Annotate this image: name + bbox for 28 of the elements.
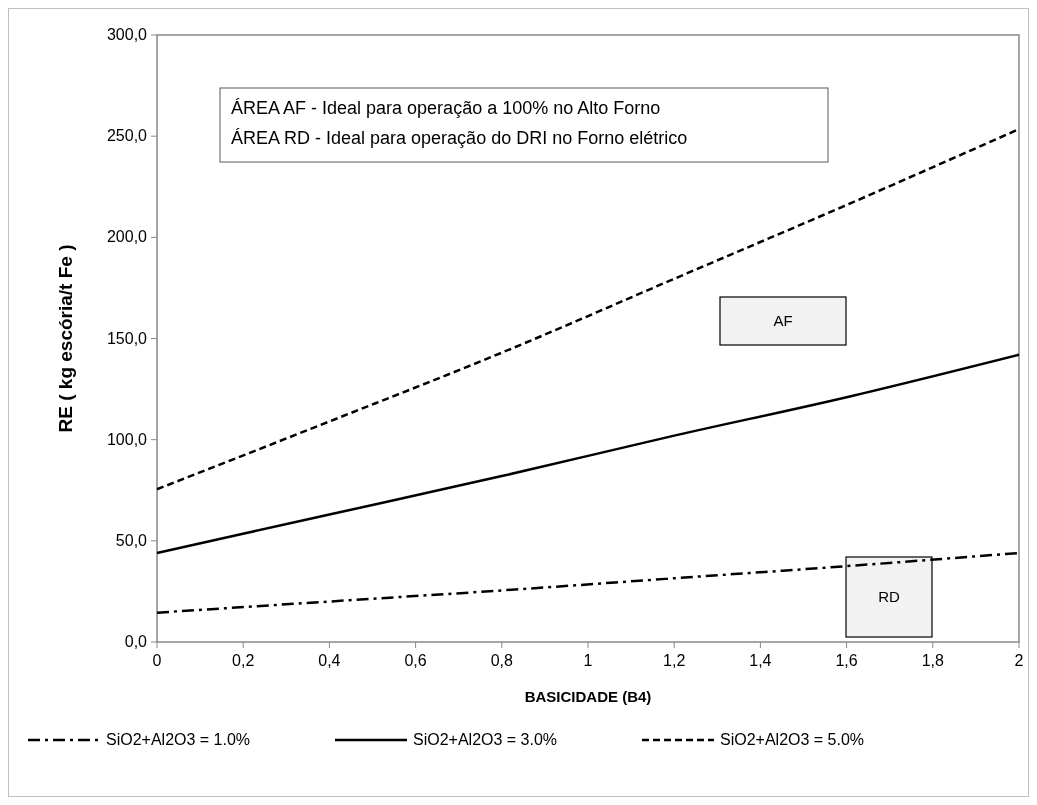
annotation: ÁREA RD - Ideal para operação do DRI no Forno elétrico [231, 128, 688, 148]
x-axis-title: BASICIDADE (B4) [524, 688, 652, 705]
x-tick-label: 1,8 [921, 652, 945, 669]
y-tick-label: 300,0 [106, 26, 148, 43]
y-tick-label: 150,0 [106, 329, 148, 347]
y-tick-label: 100,0 [106, 430, 148, 448]
legend-label: SiO2+Al2O3 = 3.0% [413, 731, 558, 748]
x-tick-label: 0 [152, 652, 162, 669]
x-tick-label: 1,4 [749, 652, 772, 669]
y-axis-title: RE ( kg escória/t Fe ) [55, 244, 76, 433]
x-tick-label: 2 [1014, 652, 1024, 669]
x-tick-label: 1,6 [835, 652, 858, 669]
y-tick-label: 50,0 [115, 531, 148, 549]
line-series [155, 353, 1021, 555]
x-tick-label: 0,8 [490, 652, 514, 669]
annotation: ÁREA AF - Ideal para operação a 100% no Alto Forno [231, 98, 661, 118]
legend-label: SiO2+Al2O3 = 1.0% [106, 731, 251, 748]
legend-label: SiO2+Al2O3 = 5.0% [720, 731, 865, 748]
x-tick-label: 0,6 [404, 652, 427, 669]
x-tick-label: 1 [583, 652, 593, 669]
x-tick-label: 0,2 [232, 652, 255, 669]
y-tick-label: 200,0 [106, 228, 148, 246]
y-tick-label: 0,0 [124, 633, 148, 650]
x-tick-label: 1,2 [663, 652, 686, 669]
annotation: RD [878, 588, 900, 605]
y-tick-label: 250,0 [106, 127, 148, 145]
annotation: AF [773, 312, 793, 329]
x-tick-label: 0,4 [318, 652, 341, 669]
